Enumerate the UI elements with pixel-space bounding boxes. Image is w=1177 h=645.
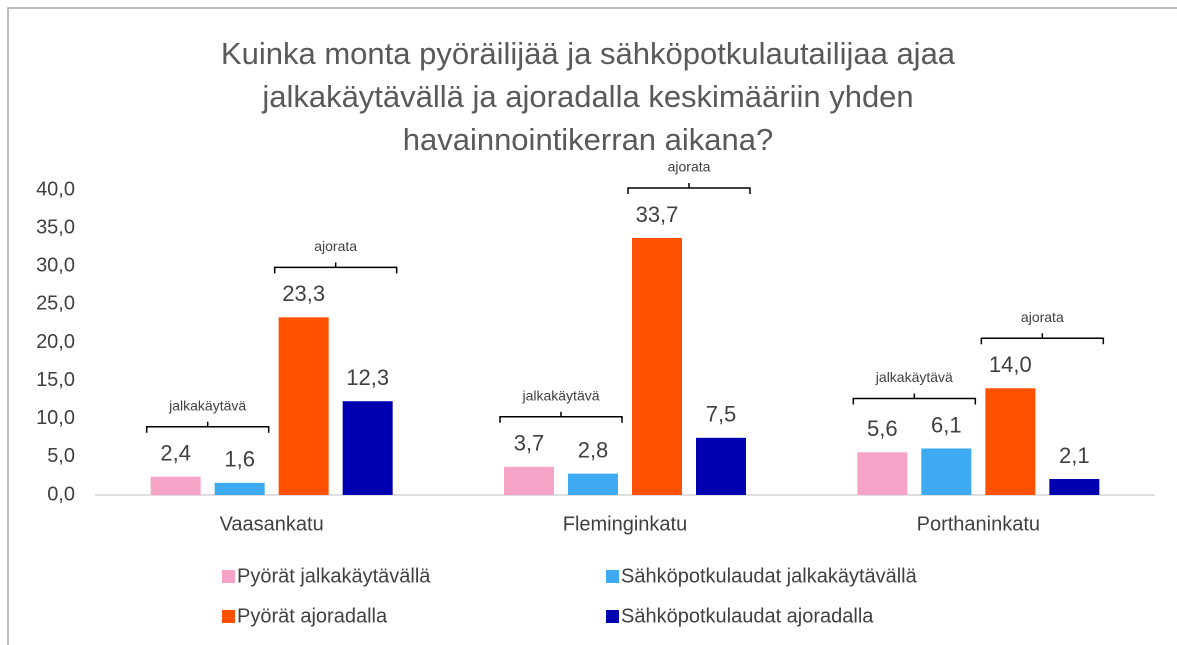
x-tick-label: Vaasankatu: [220, 513, 324, 535]
bar: [214, 482, 265, 495]
annotation: jalkakäytävä: [521, 387, 599, 403]
bracket: [273, 262, 398, 274]
bar: [150, 476, 201, 495]
y-tick-label: 20,0: [36, 331, 75, 353]
y-tick-label: 0,0: [47, 483, 75, 505]
legend-label: Sähköpotkulaudat jalkakäytävällä: [621, 565, 918, 587]
value-label: 33,7: [636, 202, 679, 227]
value-label: 6,1: [931, 412, 962, 437]
y-tick-label: 5,0: [47, 445, 75, 467]
annotation: ajorata: [1021, 309, 1064, 325]
y-tick-label: 40,0: [36, 178, 75, 200]
bar: [857, 452, 908, 495]
value-label: 2,4: [160, 441, 191, 466]
bar: [278, 317, 329, 495]
legend-swatch: [222, 570, 235, 583]
annotation: ajorata: [668, 159, 711, 175]
bracket: [980, 333, 1105, 345]
value-label: 3,7: [514, 431, 545, 456]
chart-title: Kuinka monta pyöräilijää ja sähköpotkula…: [220, 36, 956, 157]
legend-swatch: [606, 610, 619, 623]
bar: [1049, 478, 1100, 495]
legend-label: Pyörät jalkakäytävällä: [237, 565, 431, 587]
y-tick-label: 35,0: [36, 216, 75, 238]
bracket: [627, 183, 751, 195]
bar: [504, 466, 554, 495]
bracket: [499, 411, 623, 423]
value-label: 5,6: [867, 416, 898, 441]
bar: [921, 448, 972, 495]
annotation: jalkakäytävä: [168, 397, 246, 413]
bar: [342, 401, 393, 495]
bar: [568, 473, 618, 495]
y-tick-label: 25,0: [36, 293, 75, 315]
value-label: 23,3: [282, 281, 325, 306]
y-tick-label: 10,0: [36, 407, 75, 429]
x-tick-label: Fleminginkatu: [563, 513, 688, 535]
value-label: 1,6: [224, 447, 255, 472]
annotation: jalkakäytävä: [875, 369, 953, 385]
legend-swatch: [222, 610, 235, 623]
bar: [632, 238, 682, 495]
legend-label: Sähköpotkulaudat ajoradalla: [621, 605, 874, 627]
bracket: [145, 421, 270, 433]
annotation: ajorata: [314, 238, 357, 254]
y-tick-label: 30,0: [36, 255, 75, 277]
value-label: 2,8: [578, 437, 609, 462]
value-label: 2,1: [1059, 443, 1090, 468]
x-tick-label: Porthaninkatu: [917, 513, 1040, 535]
frame: [7, 7, 1177, 645]
value-label: 14,0: [989, 352, 1032, 377]
y-tick-label: 15,0: [36, 369, 75, 391]
bar: [696, 437, 746, 495]
value-label: 12,3: [346, 365, 389, 390]
legend-swatch: [606, 570, 619, 583]
bracket: [852, 393, 977, 405]
bar: [985, 388, 1036, 495]
legend-label: Pyörät ajoradalla: [237, 605, 388, 627]
value-label: 7,5: [706, 402, 737, 427]
